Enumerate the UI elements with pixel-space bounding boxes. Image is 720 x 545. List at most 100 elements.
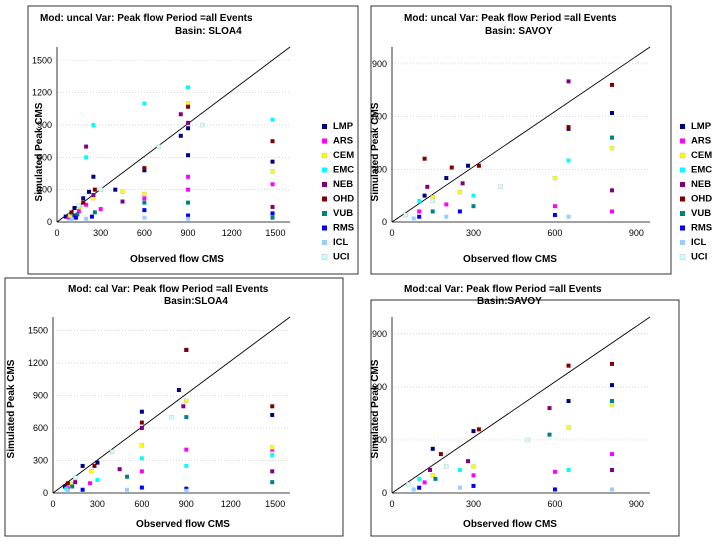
panel-4-y-tick: 900 xyxy=(372,329,387,339)
legend-marker-neb xyxy=(322,182,327,187)
panel-2-point-rms xyxy=(417,214,422,219)
legend-label-emc: EMC xyxy=(691,165,712,176)
panel-4-point-ars xyxy=(471,473,476,478)
panel-3-point-vub xyxy=(270,480,275,485)
panel-3-point-neb xyxy=(73,480,78,485)
panel-4-point-lmp xyxy=(609,383,614,388)
legend-marker-cem xyxy=(679,152,686,159)
panel-2-one-to-one-line xyxy=(391,46,651,223)
panel-1-one-to-one-line xyxy=(56,46,291,223)
legend-label-cem: CEM xyxy=(691,150,712,161)
panel-2-point-cem xyxy=(609,146,615,151)
panel-3-x-tick: 900 xyxy=(179,499,194,509)
panel-2-point-emc xyxy=(566,158,571,163)
legend-label-cem: CEM xyxy=(333,150,354,161)
panel-4-point-emc xyxy=(457,468,462,473)
panel-3-point-ohd xyxy=(184,347,189,352)
panel-2-point-ars xyxy=(444,202,449,207)
panel-3-y-axis-label: Simulated Peak CMS xyxy=(6,359,17,458)
panel-2-point-cem xyxy=(457,189,463,195)
panel-4-point-lmp xyxy=(471,429,476,434)
panel-3-point-vub xyxy=(70,484,75,489)
panel-2-point-cem xyxy=(552,175,558,181)
legend-label-ars: ARS xyxy=(691,136,711,147)
panel-1-point-rms xyxy=(186,213,191,218)
panel-3-point-rms xyxy=(184,486,189,491)
panel-1-point-neb xyxy=(72,213,77,218)
panel-1-title: Mod: uncal Var: Peak flow Period =all Ev… xyxy=(40,13,253,24)
panel-2-point-neb xyxy=(460,181,465,186)
panel-4-point-ohd xyxy=(609,361,614,366)
panel-1-point-cem xyxy=(142,191,147,197)
panel-4-point-emc xyxy=(566,468,571,473)
panel-2-x-tick: 300 xyxy=(466,228,481,238)
panel-1-y-tick: 600 xyxy=(37,152,52,162)
panel-2-point-ohd xyxy=(449,165,454,170)
panel-2-point-ohd xyxy=(476,163,481,168)
legend-label-ohd: OHD xyxy=(333,194,354,205)
legend-label-lmp: LMP xyxy=(691,121,712,132)
panel-3-point-vub xyxy=(184,415,189,420)
panel-4-point-cem xyxy=(566,425,571,430)
panel-3-point-ars xyxy=(184,447,189,452)
panel-1-point-lmp xyxy=(91,174,96,179)
panel-4-point-ars xyxy=(552,469,557,474)
panel-2-point-vub xyxy=(609,135,614,140)
panel-4-y-axis-label: Simulated Peak CMS xyxy=(370,359,381,458)
panel-4-point-ars xyxy=(422,480,427,485)
panel-1-point-ars xyxy=(98,207,103,212)
legend-label-ohd: OHD xyxy=(691,194,712,205)
panel-1-point-lmp xyxy=(186,126,191,131)
panel-4-point-vub xyxy=(609,399,614,404)
panel-1-point-icl xyxy=(84,216,89,221)
panel-2-point-emc xyxy=(417,198,422,203)
panel-1-point-emc xyxy=(270,117,275,122)
panel-3-point-neb xyxy=(117,467,122,472)
panel-4-y-tick: 0 xyxy=(382,488,387,498)
legend-marker-ars xyxy=(680,138,685,144)
panel-1-point-ars xyxy=(142,196,147,201)
panel-2: Mod: uncal Var: Peak flow Period =all Ev… xyxy=(370,5,672,275)
legend-label-vub: VUB xyxy=(333,208,353,219)
panel-1-point-emc xyxy=(84,155,89,160)
panel-3-point-emc xyxy=(95,477,100,482)
panel-4-point-ohd xyxy=(566,363,571,368)
panel-3-x-tick: 300 xyxy=(90,499,105,509)
panel-1-point-ars xyxy=(186,174,191,179)
panel-4-point-uci xyxy=(406,482,411,487)
panel-3-point-icl xyxy=(65,488,70,493)
legend-label-ars: ARS xyxy=(333,136,353,147)
panel-1-point-ars xyxy=(186,187,191,192)
panel-3-point-cem xyxy=(184,398,189,404)
panel-1-x-tick: 1500 xyxy=(265,228,285,238)
panel-3-x-axis-label: Observed flow CMS xyxy=(136,519,230,530)
legend-marker-icl xyxy=(322,240,327,245)
legend-2: LMP ARS CEM EMC NEB OHD VUB RMS ICL UCI xyxy=(679,121,712,263)
panel-3-x-tick: 0 xyxy=(50,499,55,509)
panel-4-point-cem xyxy=(471,464,476,469)
panel-1-point-icl xyxy=(186,216,191,221)
panel-1-y-tick: 300 xyxy=(37,185,52,195)
panel-3-point-icl xyxy=(184,488,189,493)
panel-2-y-tick: 900 xyxy=(372,59,387,69)
panel-3-point-rms xyxy=(80,487,85,492)
panel-4-x-axis-label: Observed flow CMS xyxy=(463,519,557,530)
panel-1-point-cem xyxy=(270,169,275,174)
panel-1-x-tick: 1200 xyxy=(222,228,242,238)
panel-1-point-lmp xyxy=(72,205,77,210)
panel-2-point-ars xyxy=(609,209,614,214)
panel-1-point-ohd xyxy=(142,166,147,171)
panel-1-point-neb xyxy=(120,199,125,204)
panel-1-point-vub xyxy=(270,215,275,220)
panel-2-point-ohd xyxy=(422,156,427,161)
panel-1-point-emc xyxy=(186,85,191,90)
panel-1-point-lmp xyxy=(63,214,68,219)
panel-1-point-uci xyxy=(156,144,162,149)
panel-1-subtitle: Basin: SLOA4 xyxy=(175,26,242,37)
panel-3-one-to-one-line xyxy=(52,316,291,494)
panel-3-y-tick: 0 xyxy=(43,488,48,498)
panel-1-point-rms xyxy=(142,208,147,213)
panel-3-y-tick: 300 xyxy=(33,455,48,465)
panel-4-point-rms xyxy=(471,483,476,488)
panel-3-point-lmp xyxy=(270,412,275,417)
